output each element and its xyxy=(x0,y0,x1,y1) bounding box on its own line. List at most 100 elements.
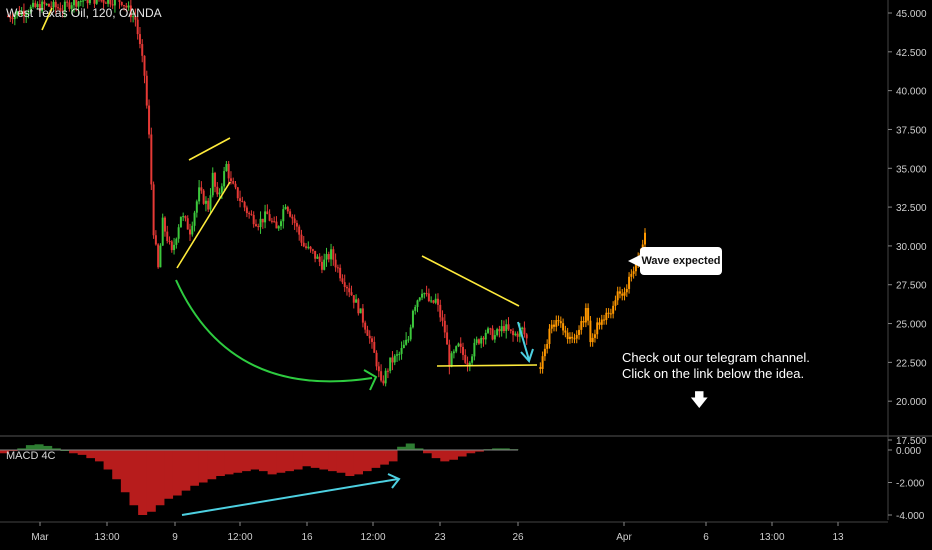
macd-bar xyxy=(215,450,225,476)
candle-body xyxy=(493,335,496,340)
candle-body xyxy=(350,292,353,296)
candle-body xyxy=(107,0,110,4)
projection-bar xyxy=(630,273,633,277)
candle-body xyxy=(407,339,410,341)
candle-body xyxy=(280,221,282,227)
projection-bar xyxy=(644,232,646,245)
candle-body xyxy=(38,4,41,11)
projection-bar xyxy=(557,320,560,322)
candle-body xyxy=(464,354,467,363)
candle-body xyxy=(305,246,308,248)
candle-body xyxy=(113,0,116,6)
candle-body xyxy=(16,11,19,15)
candle-body xyxy=(52,1,55,8)
candle-body xyxy=(77,1,80,7)
candle-body xyxy=(450,353,453,367)
projection-bar xyxy=(575,334,578,339)
candle-body xyxy=(482,337,485,340)
candle-body xyxy=(496,329,499,336)
projection-bar xyxy=(609,313,612,315)
macd-bar xyxy=(423,450,433,454)
macd-title: MACD 4C xyxy=(6,450,56,462)
trend-line xyxy=(436,364,538,367)
chart-title: West Texas Oil, 120, OANDA xyxy=(6,6,162,20)
candle-body xyxy=(421,293,424,298)
projection-bar xyxy=(555,320,558,327)
macd-bar xyxy=(267,450,277,475)
macd-bar xyxy=(138,450,148,515)
candle-body xyxy=(216,186,219,195)
cyan-arrowhead xyxy=(520,348,534,363)
projection-bar xyxy=(571,336,574,339)
candle-body xyxy=(386,370,389,372)
candle-body xyxy=(152,184,155,236)
candle-body xyxy=(471,356,474,363)
candle-body xyxy=(154,235,157,245)
candle-body xyxy=(72,0,75,6)
candle-body xyxy=(225,163,228,172)
candle-body xyxy=(179,216,182,228)
projection-bar xyxy=(605,312,608,321)
macd-bar xyxy=(129,450,139,506)
time-tick-label: 12:00 xyxy=(227,532,252,543)
candle-body xyxy=(366,329,369,336)
candle-body xyxy=(218,192,221,195)
candle-body xyxy=(491,328,494,340)
projection-bar xyxy=(580,321,583,330)
candle-body xyxy=(138,34,141,45)
down-arrow-icon: 🡇 xyxy=(690,390,709,410)
candle-body xyxy=(525,334,528,339)
candle-body xyxy=(61,10,64,12)
macd-bar xyxy=(362,450,372,472)
price-tick-label: 45.000 xyxy=(896,9,927,20)
candle-body xyxy=(359,308,362,314)
candle-body xyxy=(157,244,160,268)
candle-body xyxy=(284,206,287,210)
candle-body xyxy=(184,216,187,219)
candle-body xyxy=(382,380,385,384)
candle-body xyxy=(245,207,248,214)
macd-bar xyxy=(51,448,61,450)
macd-bar xyxy=(250,450,260,470)
candle-body xyxy=(396,354,399,356)
candle-body xyxy=(57,7,60,9)
candle-body xyxy=(327,254,330,260)
candle-body xyxy=(302,242,305,247)
projection-bar xyxy=(564,330,567,333)
candle-body xyxy=(59,8,62,11)
candle-body xyxy=(311,249,314,251)
candle-body xyxy=(452,351,455,354)
price-tick-label: 22.500 xyxy=(896,358,927,369)
candle-body xyxy=(273,221,276,223)
projection-bar xyxy=(628,276,631,289)
macd-bar xyxy=(103,450,113,470)
macd-bar xyxy=(233,450,243,473)
price-tick-label: 17.500 xyxy=(896,436,927,447)
candle-body xyxy=(261,218,264,223)
candle-body xyxy=(127,5,130,8)
candle-body xyxy=(523,327,526,335)
macd-bar xyxy=(172,450,182,496)
macd-bar xyxy=(397,446,407,450)
candle-body xyxy=(507,324,510,330)
candle-body xyxy=(489,328,492,330)
macd-bar xyxy=(94,450,104,462)
candle-body xyxy=(118,0,121,2)
price-tick-label: 40.000 xyxy=(896,87,927,98)
candle-body xyxy=(220,186,223,193)
macd-tick-label: 0.000 xyxy=(896,446,921,457)
macd-bar xyxy=(319,450,329,470)
candle-body xyxy=(330,249,333,260)
candle-body xyxy=(293,218,296,224)
macd-bar xyxy=(86,450,96,459)
time-tick-label: Apr xyxy=(616,532,632,543)
candle-body xyxy=(320,261,323,270)
candle-body xyxy=(416,300,419,307)
cyan-down-arrow xyxy=(517,321,530,361)
candle-body xyxy=(70,5,73,9)
candle-body xyxy=(141,44,144,56)
candle-body xyxy=(441,317,444,321)
candle-body xyxy=(195,201,198,213)
candle-body xyxy=(282,209,285,222)
